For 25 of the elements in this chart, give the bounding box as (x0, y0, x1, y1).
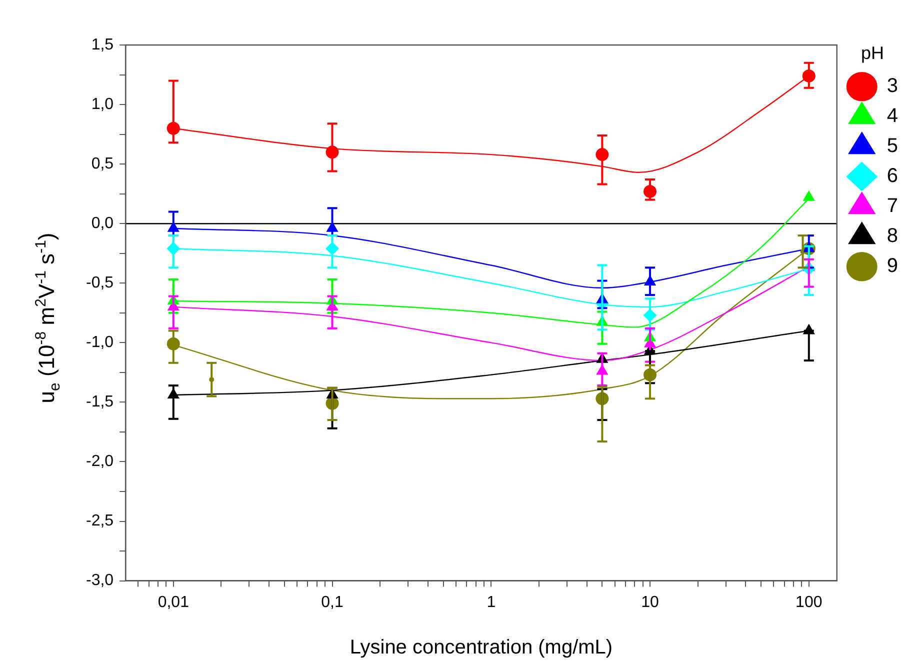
x-tick-label: 0,01 (158, 594, 190, 611)
legend-label: 6 (886, 165, 898, 188)
y-tick-label: -1,0 (86, 334, 114, 352)
y-tick-label: 0,5 (91, 155, 114, 172)
y-tick-label: 1,0 (91, 96, 114, 113)
y-tick-label: -0,5 (86, 274, 114, 292)
legend-label: 5 (886, 135, 898, 158)
legend-label: 7 (886, 195, 898, 218)
x-tick-label: 0,1 (321, 594, 344, 611)
y-tick-label: -2,0 (86, 453, 114, 470)
legend-label: 4 (886, 105, 898, 128)
legend-label: 3 (886, 75, 898, 98)
legend-label: 8 (886, 225, 898, 248)
y-tick-label: -1,5 (86, 394, 114, 411)
y-tick-label: -2,5 (86, 512, 114, 530)
x-tick-label: 1 (486, 594, 496, 611)
x-tick-label: 100 (796, 594, 822, 611)
x-axis-title: Lysine concentration (mg/mL) (350, 636, 613, 659)
y-tick-label: -3,0 (86, 572, 114, 590)
x-tick-label: 10 (641, 594, 660, 611)
y-tick-label: 1,5 (91, 36, 114, 54)
point (803, 190, 815, 201)
y-tick-label: 0,0 (91, 215, 114, 232)
legend-title: pH (860, 42, 884, 63)
legend-label: 9 (886, 255, 898, 278)
